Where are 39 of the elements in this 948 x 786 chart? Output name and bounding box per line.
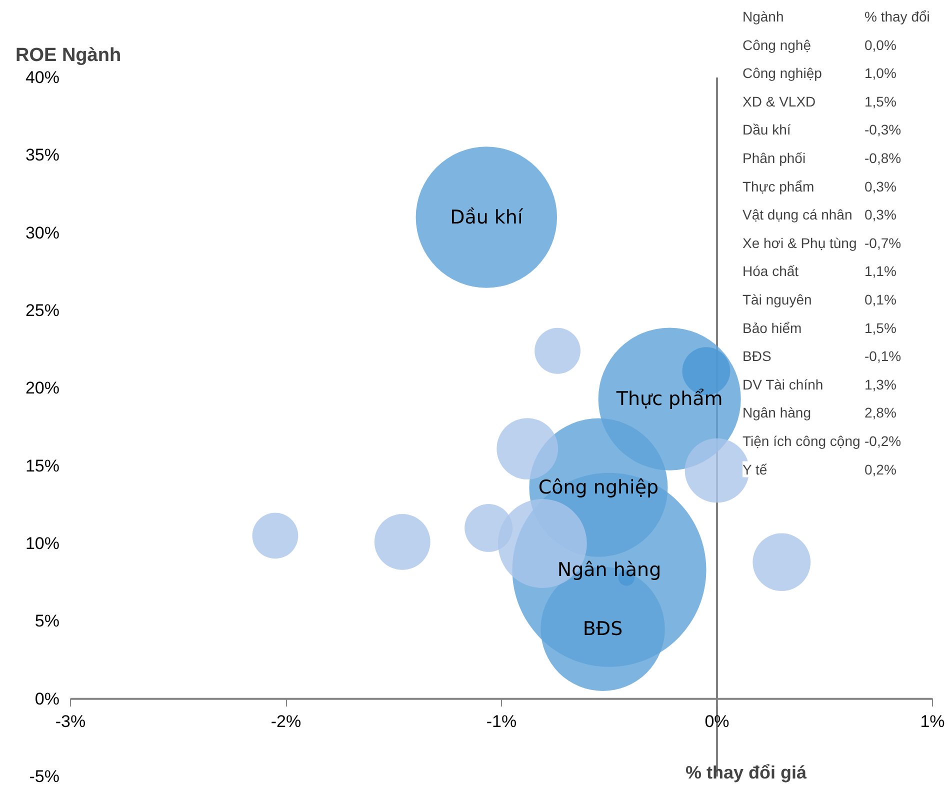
text: Ngành % thay đổi bbox=[742, 8, 930, 24]
x-tick-label: 1% bbox=[920, 712, 945, 731]
text: XD & VLXD 1,5% bbox=[742, 93, 896, 110]
text: Công nghiệp 1,0% bbox=[742, 65, 896, 82]
y-tick-label: 30% bbox=[25, 223, 60, 242]
text: Bảo hiểm 1,5% bbox=[742, 320, 896, 336]
annotation: Tiện ích công cộng -0,2% bbox=[742, 433, 902, 449]
series-label: Thực phẩm bbox=[615, 388, 723, 410]
y-tick-label: 20% bbox=[25, 378, 60, 398]
y-tick-label: 5% bbox=[34, 612, 60, 631]
text: DV Tài chính 1,3% bbox=[742, 376, 896, 392]
series-label: Công nghiệp bbox=[538, 476, 659, 499]
y-axis-title: ROE Ngành bbox=[16, 45, 122, 66]
text: BĐS -0,1% bbox=[742, 348, 902, 364]
text: Dầu khí -0,3% bbox=[742, 122, 902, 138]
text: Ngân hàng 2,8% bbox=[742, 404, 896, 421]
x-tick-label: -1% bbox=[486, 712, 517, 731]
y-tick-label: 40% bbox=[25, 68, 60, 87]
text: Hóa chất 1,1% bbox=[742, 263, 896, 280]
text: Công nghệ 0,0% bbox=[742, 36, 896, 53]
y-tick-label: 35% bbox=[25, 146, 60, 165]
annotation: Vật dụng cá nhân 0,3% bbox=[742, 206, 896, 223]
series-label: Ngân hàng bbox=[557, 558, 662, 581]
text: Phân phối -0,8% bbox=[742, 150, 902, 166]
x-tick-label: -2% bbox=[270, 712, 302, 731]
y-tick-label: 10% bbox=[25, 534, 60, 553]
y-tick-label: -5% bbox=[29, 767, 60, 786]
x-axis-title: % thay đổi giá bbox=[686, 762, 808, 782]
text: Tài nguyên 0,1% bbox=[742, 292, 896, 308]
y-tick-label: 25% bbox=[25, 301, 60, 320]
x-tick-label: 0% bbox=[704, 712, 730, 731]
y-tick-label: 15% bbox=[25, 456, 60, 476]
annotation: Xe hơi & Phụ tùng -0,7% bbox=[742, 234, 902, 251]
x-tick-label: -3% bbox=[55, 712, 86, 731]
y-tick-label: 0% bbox=[34, 689, 60, 708]
text: Thực phẩm 0,3% bbox=[742, 178, 896, 194]
series-label: Dầu khí bbox=[450, 206, 524, 228]
text: Y tế 0,2% bbox=[742, 461, 896, 478]
series-label: BĐS bbox=[582, 618, 623, 640]
